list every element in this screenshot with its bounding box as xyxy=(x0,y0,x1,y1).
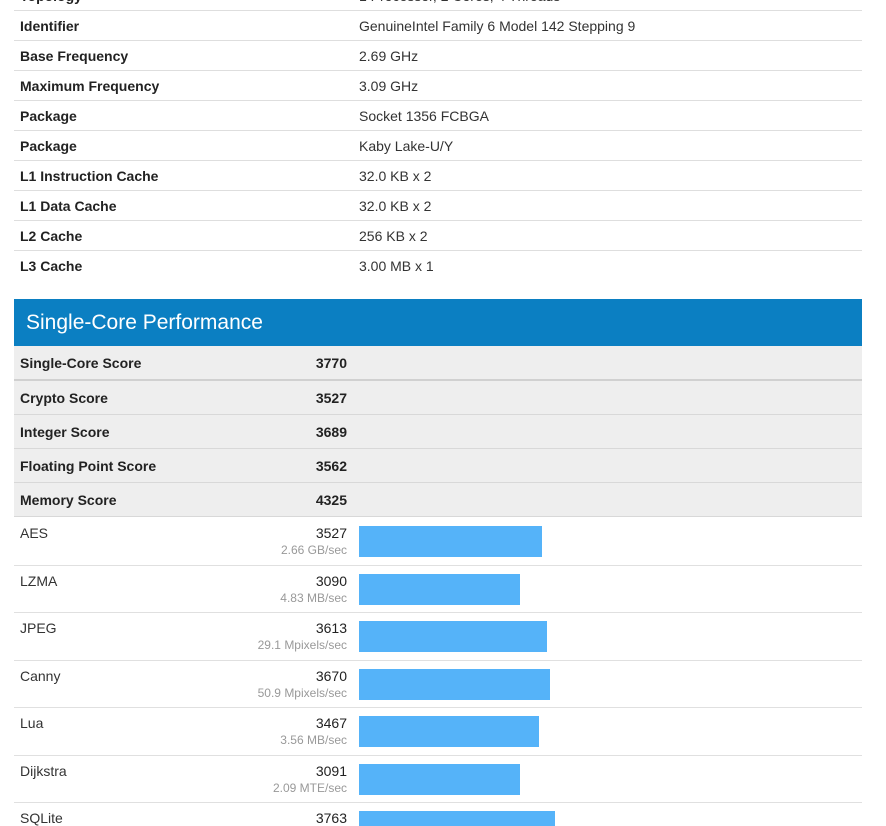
score-row-single-core: Single-Core Score 3770 xyxy=(14,346,862,381)
benchmark-bar xyxy=(359,668,550,700)
benchmark-bar xyxy=(359,526,542,557)
score-value: 4325 xyxy=(315,492,347,508)
system-info-key: Base Frequency xyxy=(20,48,129,64)
score-row-memory: Memory Score 4325 xyxy=(14,483,862,517)
score-label: Memory Score xyxy=(20,492,117,508)
benchmark-name: Dijkstra xyxy=(20,762,67,779)
benchmark-row: Lua 3467 3.56 MB/sec xyxy=(14,708,862,756)
benchmark-rate: 3.56 MB/sec xyxy=(280,733,347,747)
score-label: Floating Point Score xyxy=(20,458,157,474)
benchmark-score: 3670 xyxy=(315,667,347,684)
system-info-key: Identifier xyxy=(20,18,80,34)
system-info-key: Package xyxy=(20,108,77,124)
system-info-row: Package Socket 1356 FCBGA xyxy=(14,101,862,131)
section-title: Single-Core Performance xyxy=(26,311,263,334)
benchmark-rate: 4.83 MB/sec xyxy=(280,590,347,605)
benchmark-name: JPEG xyxy=(20,620,57,636)
system-info-value: 3.00 MB x 1 xyxy=(359,258,434,274)
benchmark-name: SQLite xyxy=(20,810,63,826)
benchmark-score: 3091 xyxy=(315,762,347,779)
score-row-integer: Integer Score 3689 xyxy=(14,415,862,449)
benchmark-row: JPEG 3613 29.1 Mpixels/sec xyxy=(14,613,862,661)
system-info-key: Package xyxy=(20,138,77,154)
system-info-value: GenuineIntel Family 6 Model 142 Stepping… xyxy=(359,18,636,34)
system-info-value: 256 KB x 2 xyxy=(359,228,428,244)
benchmark-name: Canny xyxy=(20,667,61,684)
system-info-table: Topology 1 Processor, 2 Cores, 4 Threads… xyxy=(14,0,862,281)
system-info-row: Identifier GenuineIntel Family 6 Model 1… xyxy=(14,11,862,41)
system-info-row: L2 Cache 256 KB x 2 xyxy=(14,221,862,251)
benchmark-table: AES 3527 2.66 GB/sec LZMA 3090 4.83 MB/s… xyxy=(14,518,862,826)
system-info-value: 1 Processor, 2 Cores, 4 Threads xyxy=(359,0,560,11)
benchmark-name: LZMA xyxy=(20,572,58,589)
system-info-key: Maximum Frequency xyxy=(20,78,160,94)
benchmark-rate: 2.66 GB/sec xyxy=(280,543,347,557)
score-label: Integer Score xyxy=(20,424,110,440)
score-value: 3527 xyxy=(315,390,347,406)
score-label: Crypto Score xyxy=(20,390,108,406)
section-header: Single-Core Performance xyxy=(14,299,862,346)
benchmark-row: Canny 3670 50.9 Mpixels/sec xyxy=(14,661,862,708)
system-info-value: 2.69 GHz xyxy=(359,48,419,64)
benchmark-score: 3613 xyxy=(315,620,347,636)
benchmark-bar xyxy=(359,621,547,652)
system-info-row: Topology 1 Processor, 2 Cores, 4 Threads xyxy=(14,0,862,11)
benchmark-bar xyxy=(359,811,555,826)
benchmark-rate: 2.09 MTE/sec xyxy=(272,780,347,795)
benchmark-bar xyxy=(359,763,520,795)
benchmark-score: 3763 xyxy=(315,810,347,826)
benchmark-bar xyxy=(359,573,520,605)
system-info-value: Kaby Lake-U/Y xyxy=(359,138,454,154)
score-value: 3562 xyxy=(315,458,347,474)
system-info-row: L1 Instruction Cache 32.0 KB x 2 xyxy=(14,161,862,191)
benchmark-row: Dijkstra 3091 2.09 MTE/sec xyxy=(14,756,862,803)
system-info-value: Socket 1356 FCBGA xyxy=(359,108,489,124)
score-value: 3770 xyxy=(315,355,347,371)
system-info-key: L1 Data Cache xyxy=(20,198,117,214)
system-info-row: L3 Cache 3.00 MB x 1 xyxy=(14,251,862,281)
system-info-row: Base Frequency 2.69 GHz xyxy=(14,41,862,71)
benchmark-name: Lua xyxy=(20,715,44,731)
benchmark-bar xyxy=(359,716,539,747)
score-label: Single-Core Score xyxy=(20,355,142,371)
system-info-key: L1 Instruction Cache xyxy=(20,168,159,184)
benchmark-rate: 29.1 Mpixels/sec xyxy=(257,638,347,652)
system-info-row: L1 Data Cache 32.0 KB x 2 xyxy=(14,191,862,221)
score-row-crypto: Crypto Score 3527 xyxy=(14,381,862,415)
benchmark-score: 3527 xyxy=(315,525,347,541)
benchmark-row: LZMA 3090 4.83 MB/sec xyxy=(14,566,862,613)
system-info-key: L2 Cache xyxy=(20,228,83,244)
system-info-value: 32.0 KB x 2 xyxy=(359,168,432,184)
system-info-key: Topology xyxy=(20,0,82,11)
benchmark-row: SQLite 3763 xyxy=(14,803,862,826)
score-row-floating-point: Floating Point Score 3562 xyxy=(14,449,862,483)
score-table: Single-Core Score 3770 Crypto Score 3527… xyxy=(14,346,862,517)
score-value: 3689 xyxy=(315,424,347,440)
benchmark-score: 3090 xyxy=(315,572,347,589)
system-info-value: 32.0 KB x 2 xyxy=(359,198,432,214)
system-info-value: 3.09 GHz xyxy=(359,78,419,94)
benchmark-row: AES 3527 2.66 GB/sec xyxy=(14,518,862,566)
system-info-row: Maximum Frequency 3.09 GHz xyxy=(14,71,862,101)
benchmark-name: AES xyxy=(20,525,49,541)
benchmark-score: 3467 xyxy=(315,715,347,731)
benchmark-rate: 50.9 Mpixels/sec xyxy=(257,685,347,700)
system-info-key: L3 Cache xyxy=(20,258,83,274)
system-info-row: Package Kaby Lake-U/Y xyxy=(14,131,862,161)
